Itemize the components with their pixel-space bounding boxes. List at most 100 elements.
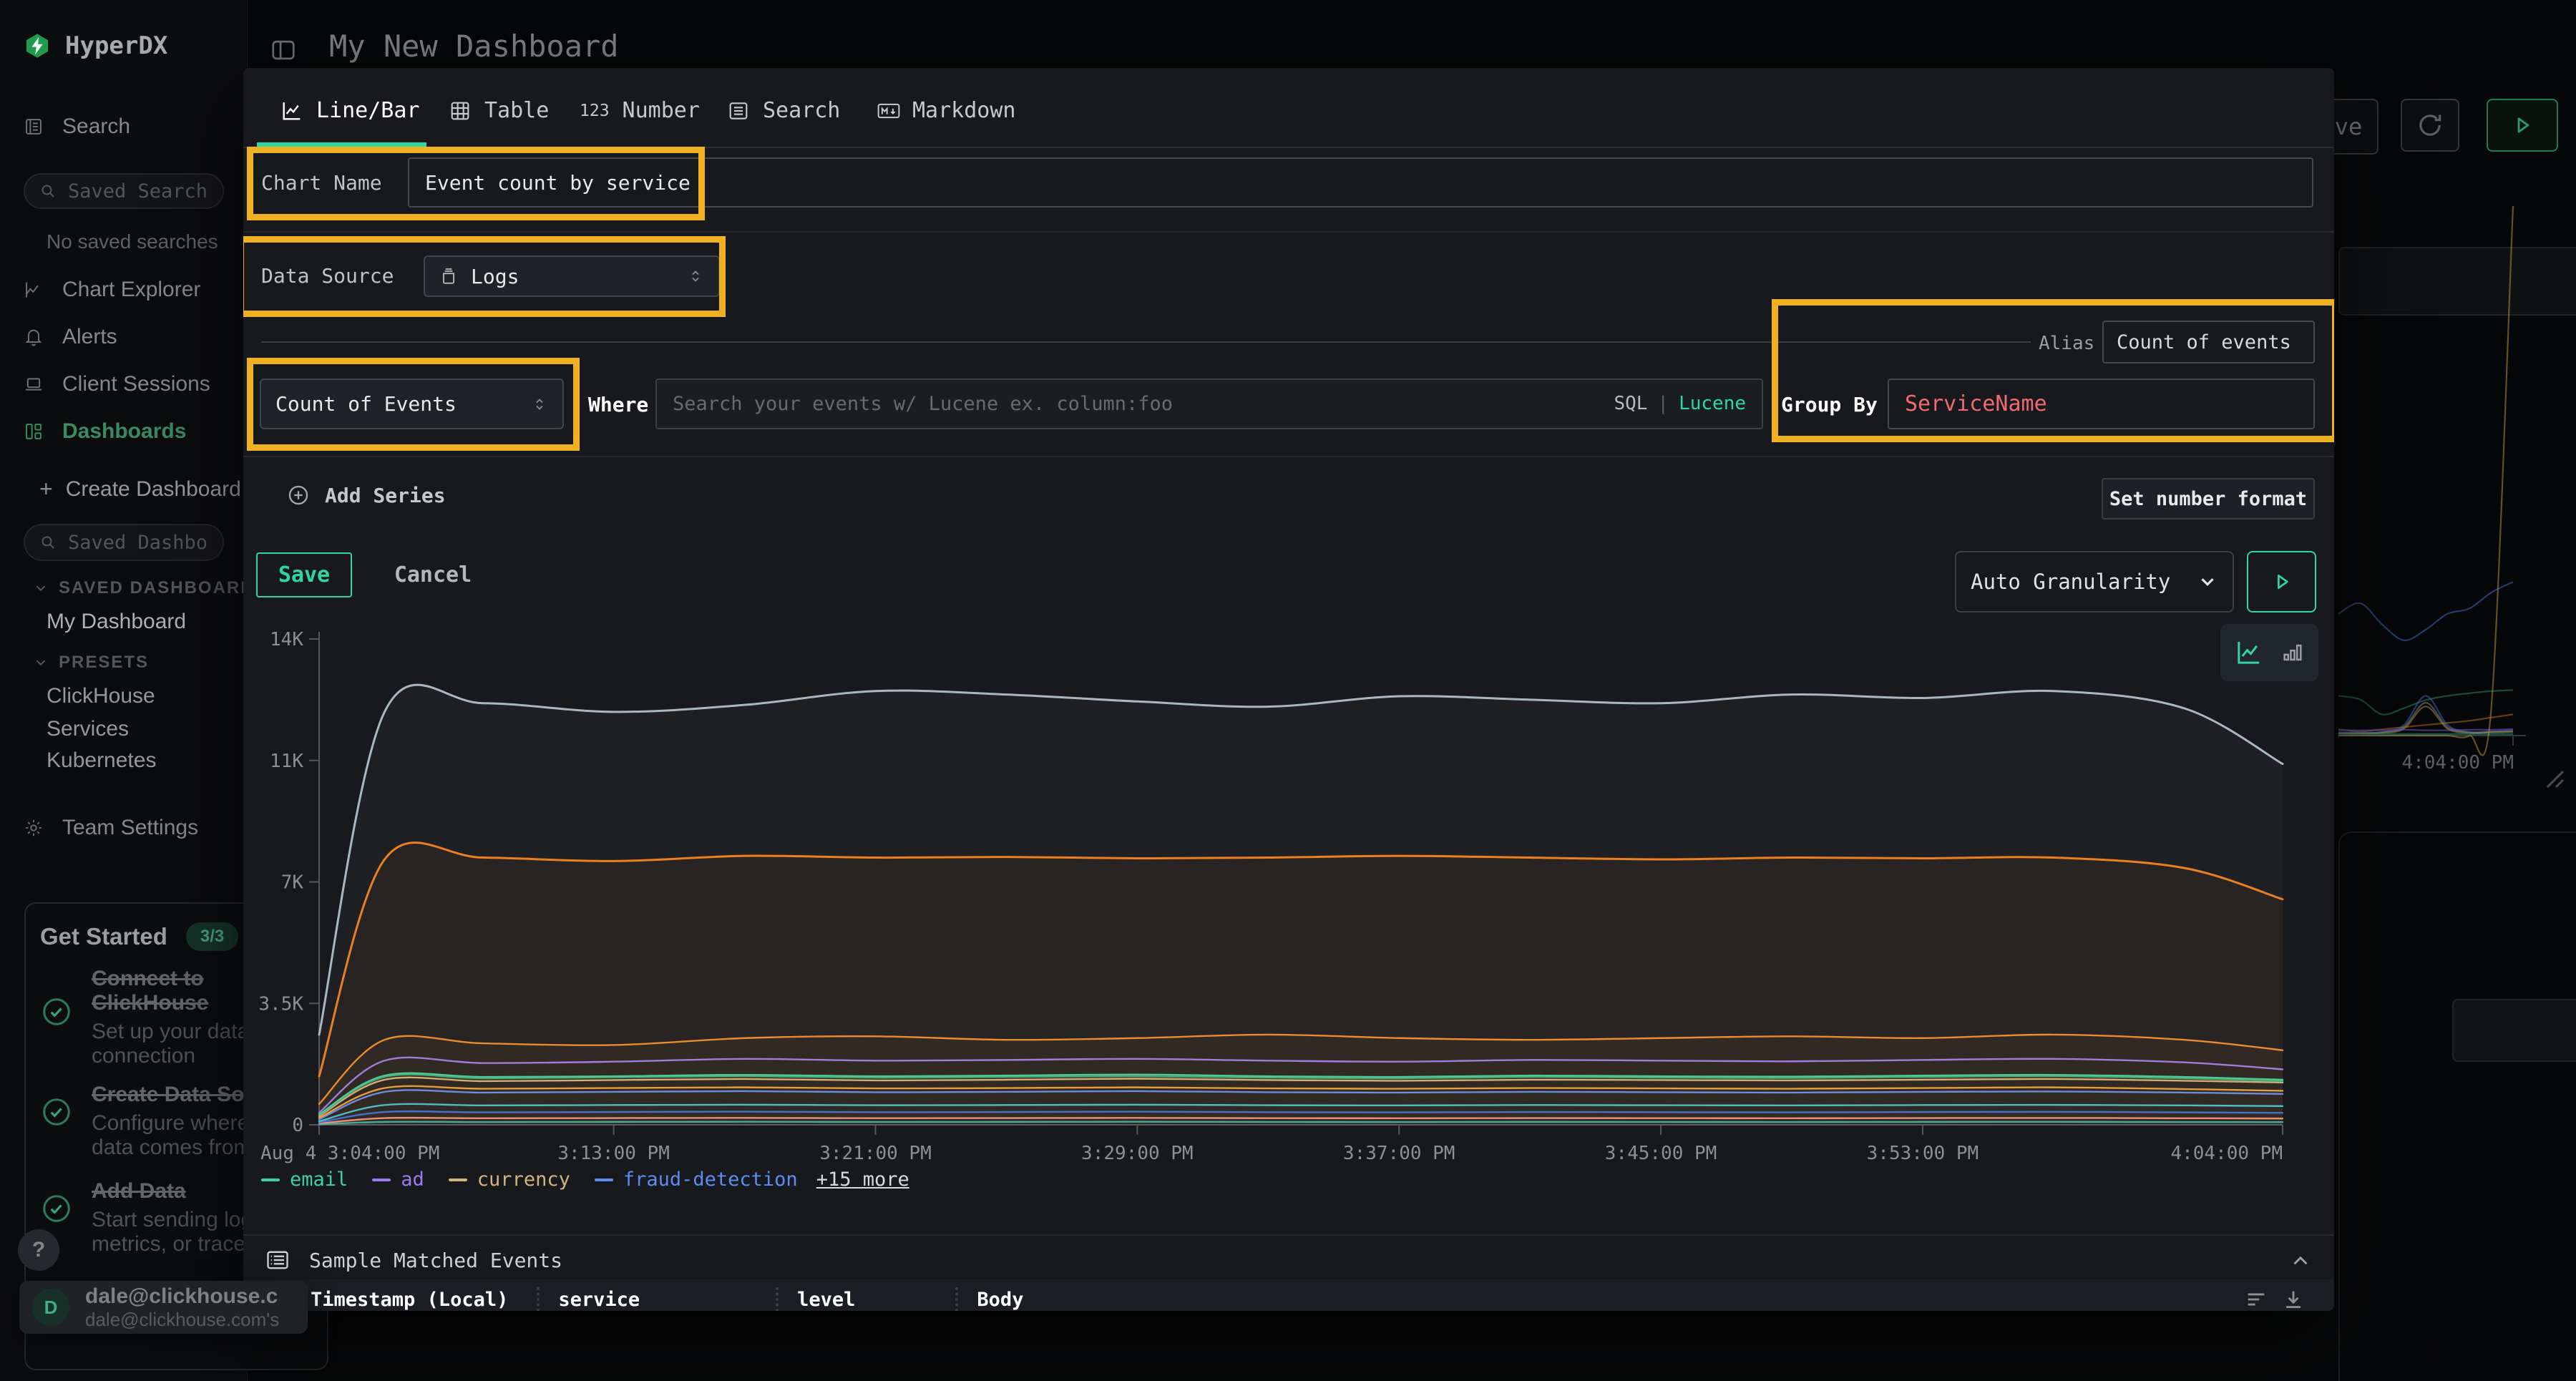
background-panel-resize-handle[interactable] [2542, 767, 2566, 789]
svg-text:3:45:00 PM: 3:45:00 PM [1605, 1143, 1717, 1164]
add-series-button[interactable]: Add Series [286, 483, 446, 507]
create-dashboard-button[interactable]: + Create Dashboard [39, 476, 241, 502]
svg-text:3:13:00 PM: 3:13:00 PM [557, 1143, 670, 1164]
alias-input[interactable] [2102, 321, 2315, 363]
legend-item[interactable]: currency [448, 1168, 570, 1191]
cancel-button[interactable]: Cancel [379, 552, 487, 597]
series-line [318, 1072, 2284, 1116]
background-series-line [2338, 728, 2514, 731]
legend-dash-icon [448, 1178, 467, 1181]
tab-number[interactable]: 123 Number [580, 98, 700, 123]
tab-search[interactable]: Search [727, 98, 840, 123]
alias-label: Alias [2039, 333, 2095, 354]
legend-show-more-link[interactable]: +15 more [816, 1168, 909, 1191]
table-options-icon[interactable] [2244, 1287, 2268, 1311]
save-button[interactable]: Save [256, 552, 352, 597]
legend-dash-icon [594, 1178, 613, 1181]
saved-dashboards-input[interactable]: Saved Dashboards [24, 524, 224, 561]
background-widget [2452, 999, 2576, 1062]
refresh-button[interactable] [2401, 99, 2459, 152]
panel-collapse-icon [270, 36, 301, 64]
plus-circle-icon [286, 483, 311, 507]
saved-searches-input[interactable]: Saved Searches [24, 173, 224, 209]
svg-text:3:29:00 PM: 3:29:00 PM [1081, 1143, 1194, 1164]
sidebar-item-dashboards[interactable]: Dashboards [24, 419, 186, 444]
data-source-select[interactable]: Logs [424, 255, 720, 297]
column-separator[interactable] [776, 1287, 779, 1311]
column-separator[interactable] [955, 1287, 959, 1311]
column-header-service[interactable]: service [558, 1288, 640, 1311]
chart-name-input[interactable] [408, 157, 2313, 208]
sidebar-item-search[interactable]: Search [24, 114, 130, 139]
chevron-down-icon [33, 580, 49, 596]
svg-text:3.5K: 3.5K [258, 993, 303, 1015]
line-chart-toggle-icon[interactable] [2235, 638, 2263, 667]
query-language-toggle[interactable]: SQL | Lucene [1614, 393, 1746, 414]
sidebar-item-team-settings[interactable]: Team Settings [24, 816, 198, 840]
column-separator[interactable] [537, 1287, 540, 1311]
avatar: D [32, 1289, 69, 1326]
download-icon[interactable] [2281, 1287, 2306, 1311]
legend-item[interactable]: email [261, 1168, 348, 1191]
background-run-query-button[interactable] [2487, 99, 2558, 152]
chart-type-tabs: Line/Bar Table 123 Number Search [243, 82, 2334, 148]
aggregation-select[interactable]: Count of Events [260, 379, 564, 429]
collapse-section-chevron[interactable] [2288, 1249, 2313, 1273]
tab-line-bar[interactable]: Line/Bar [280, 98, 420, 123]
column-header-level[interactable]: level [797, 1288, 856, 1311]
tab-table[interactable]: Table [449, 98, 549, 123]
help-button[interactable]: ? [18, 1229, 59, 1271]
check-circle-icon [40, 1192, 73, 1257]
granularity-select[interactable]: Auto Granularity [1955, 551, 2234, 613]
saved-dashboards-section-header[interactable]: SAVED DASHBOARDS [33, 578, 248, 598]
background-series-line [2338, 205, 2514, 756]
saved-dashboards-placeholder: Saved Dashboards [68, 531, 208, 554]
group-by-input[interactable] [1888, 379, 2315, 429]
set-number-format-button[interactable]: Set number format [2102, 478, 2315, 519]
series-line [318, 683, 2284, 1036]
sql-toggle[interactable]: SQL [1614, 393, 1648, 414]
svg-text:3:53:00 PM: 3:53:00 PM [1867, 1143, 1979, 1164]
step-title: Add Data [92, 1179, 186, 1203]
presets-section-header[interactable]: PRESETS [33, 653, 248, 673]
table-grid-icon [449, 99, 472, 122]
divider [243, 456, 2334, 457]
brand[interactable]: HyperDX [24, 31, 167, 60]
svg-text:3:37:00 PM: 3:37:00 PM [1343, 1143, 1455, 1164]
legend-dash-icon [372, 1178, 391, 1181]
lucene-toggle[interactable]: Lucene [1679, 393, 1746, 414]
sidebar-item-my-dashboard[interactable]: My Dashboard [47, 610, 187, 633]
divider [243, 231, 2334, 233]
get-started-step[interactable]: Add Data Start sending logs, metrics, or… [40, 1179, 306, 1257]
where-field-wrap: SQL | Lucene [655, 379, 1763, 429]
sidebar-collapse-button[interactable] [270, 36, 301, 64]
sidebar-item-chart-explorer[interactable]: Chart Explorer [24, 278, 200, 302]
column-header-body[interactable]: Body [977, 1288, 1024, 1311]
saved-searches-placeholder: Saved Searches [68, 180, 208, 202]
step-title: Connect to ClickHouse [92, 967, 209, 1015]
user-menu-chip[interactable]: D dale@clickhouse.c dale@clickhouse.com'… [19, 1281, 308, 1334]
sidebar-item-alerts[interactable]: Alerts [24, 325, 117, 349]
series-line [318, 1116, 2284, 1125]
column-header-timestamp[interactable]: Timestamp (Local) [311, 1288, 509, 1311]
bar-chart-toggle-icon[interactable] [2280, 640, 2305, 665]
background-series-line [2338, 581, 2514, 641]
magnifier-icon [39, 182, 57, 200]
page-title: My New Dashboard [329, 29, 619, 64]
tab-markdown[interactable]: Markdown [877, 98, 1016, 123]
svg-text:7K: 7K [281, 872, 304, 894]
legend-item[interactable]: ad [372, 1168, 424, 1191]
check-circle-icon [40, 995, 73, 1069]
legend-item[interactable]: fraud-detection [594, 1168, 798, 1191]
legend-label: currency [477, 1168, 570, 1191]
run-query-button[interactable] [2247, 551, 2316, 613]
where-search-input[interactable] [655, 379, 1763, 429]
refresh-icon [2415, 110, 2445, 140]
series-line [318, 1073, 2284, 1116]
sidebar-item-services[interactable]: Services [47, 717, 130, 741]
sidebar-item-client-sessions[interactable]: Client Sessions [24, 372, 210, 396]
chart-legend: email ad currency fraud-detection +15 more [261, 1168, 909, 1191]
sidebar-item-clickhouse[interactable]: ClickHouse [47, 684, 155, 708]
sidebar-item-kubernetes[interactable]: Kubernetes [47, 748, 157, 772]
event-list-icon [265, 1247, 291, 1273]
